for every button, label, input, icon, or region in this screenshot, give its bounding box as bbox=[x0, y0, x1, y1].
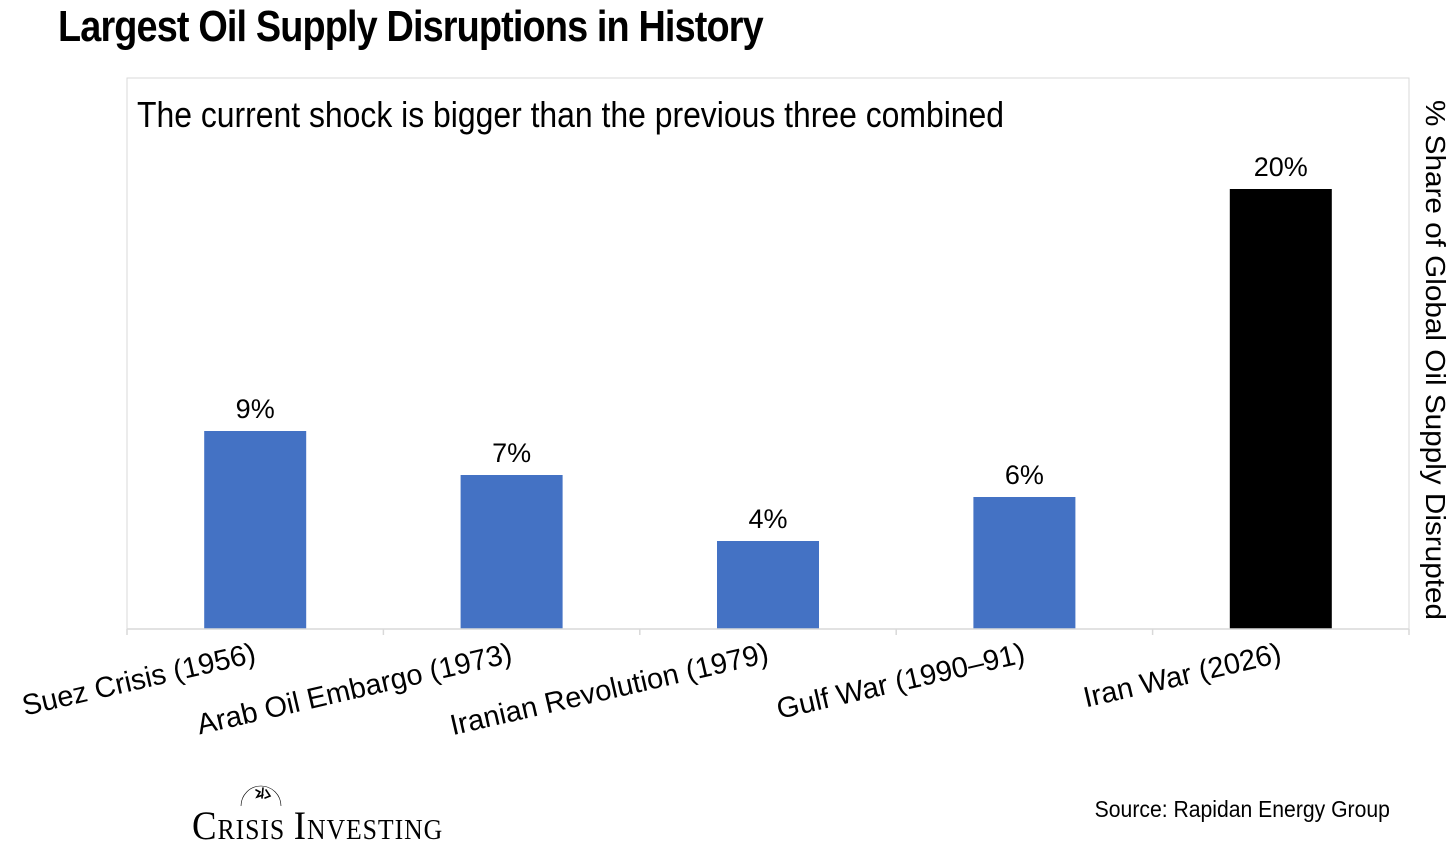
bar bbox=[460, 475, 563, 629]
data-label: 6% bbox=[1005, 460, 1044, 490]
logo-wordmark: CRISIS INVESTING bbox=[192, 803, 444, 848]
data-labels-group: 9% 7% 4% 6% 20% bbox=[236, 152, 1308, 534]
chart-subtitle: The current shock is bigger than the pre… bbox=[137, 94, 1004, 135]
data-label: 9% bbox=[236, 394, 275, 424]
bar bbox=[717, 541, 819, 629]
source-note: Source: Rapidan Energy Group bbox=[1094, 796, 1390, 822]
x-tick-label: Iran War (2026) bbox=[1080, 638, 1284, 715]
crisis-investing-logo: CRISIS INVESTING bbox=[190, 778, 490, 848]
bars-group bbox=[204, 189, 1332, 629]
data-label: 4% bbox=[748, 504, 787, 534]
bar bbox=[204, 431, 307, 629]
chart-title: Largest Oil Supply Disruptions in Histor… bbox=[58, 2, 764, 51]
data-label: 7% bbox=[492, 438, 531, 468]
bar bbox=[1229, 189, 1332, 629]
x-axis-labels: Suez Crisis (1956)Arab Oil Embargo (1973… bbox=[19, 638, 1284, 742]
bar bbox=[973, 497, 1076, 629]
data-label: 20% bbox=[1254, 152, 1308, 182]
x-tick-label: Gulf War (1990–91) bbox=[774, 638, 1028, 726]
x-axis-ticks bbox=[126, 629, 1410, 635]
logo-seal-icon bbox=[240, 785, 282, 807]
y-axis-title: % Share of Global Oil Supply Disrupted bbox=[1420, 100, 1451, 620]
